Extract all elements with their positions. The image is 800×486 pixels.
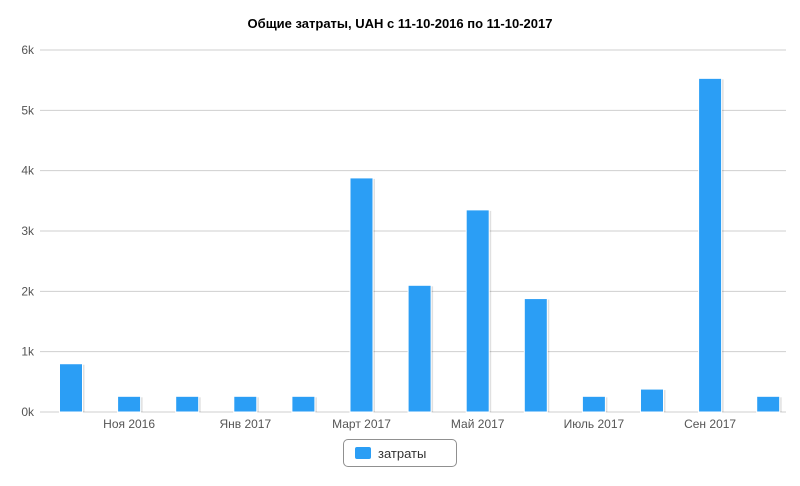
y-tick-label: 4k	[21, 164, 35, 178]
bar[interactable]	[291, 395, 316, 413]
y-tick-label: 3k	[21, 224, 35, 238]
bar[interactable]	[175, 395, 200, 413]
x-tick-label: Янв 2017	[219, 417, 271, 431]
x-tick-label: Май 2017	[451, 417, 505, 431]
bar[interactable]	[407, 284, 432, 413]
bar[interactable]	[640, 388, 664, 413]
bar[interactable]	[698, 77, 723, 413]
legend-swatch	[355, 447, 371, 459]
legend-label: затраты	[378, 445, 427, 461]
bar[interactable]	[233, 395, 258, 413]
bar[interactable]	[465, 209, 490, 413]
chart-title: Общие затраты, UAH с 11-10-2016 по 11-10…	[247, 16, 553, 31]
y-tick-label: 2k	[21, 284, 35, 298]
legend[interactable]: затраты	[343, 439, 457, 467]
x-tick-label: Март 2017	[332, 417, 391, 431]
bar[interactable]	[117, 395, 142, 413]
bar[interactable]	[349, 177, 374, 413]
bar[interactable]	[59, 363, 83, 413]
bar[interactable]	[581, 395, 606, 413]
x-tick-label: Ноя 2016	[103, 417, 155, 431]
y-tick-label: 1k	[21, 345, 35, 359]
x-tick-label: Сен 2017	[684, 417, 736, 431]
y-tick-label: 6k	[21, 43, 35, 57]
y-tick-label: 0k	[21, 405, 35, 419]
bar[interactable]	[523, 298, 548, 413]
x-tick-label: Июль 2017	[564, 417, 625, 431]
bar[interactable]	[756, 395, 781, 413]
y-tick-label: 5k	[21, 103, 35, 117]
